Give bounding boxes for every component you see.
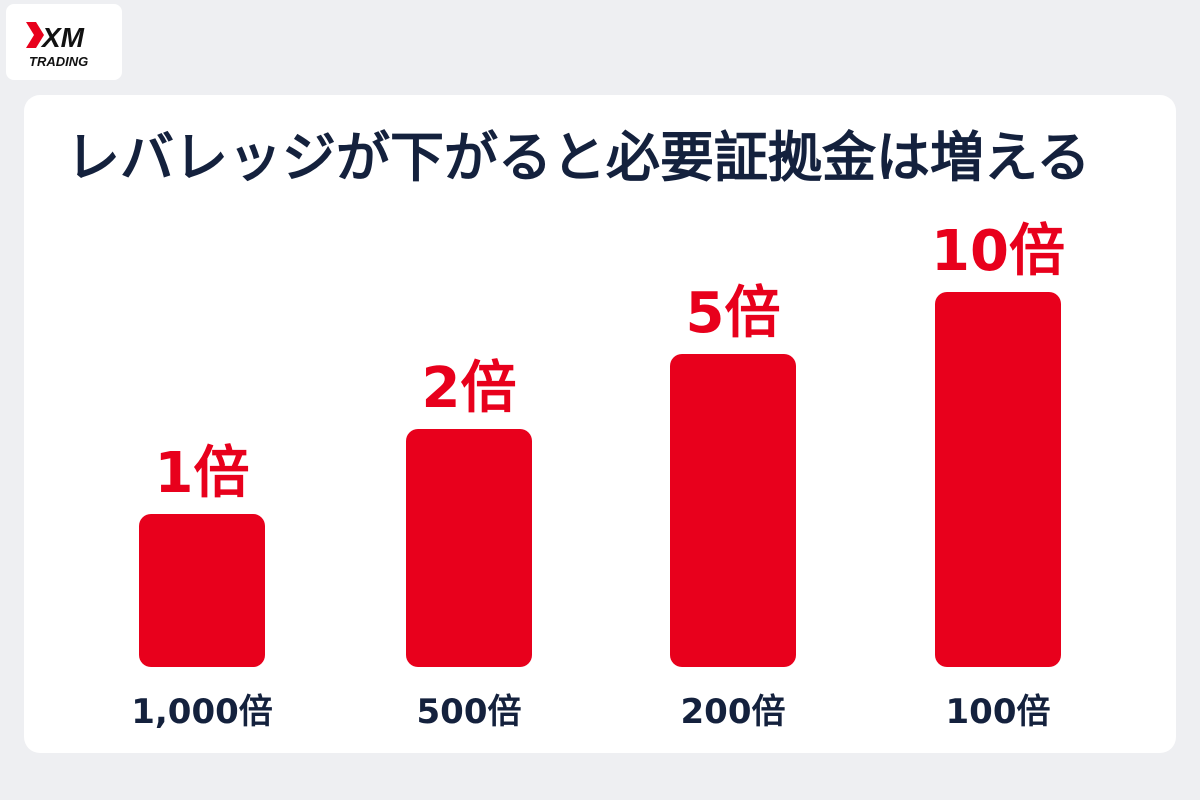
logo-brand-top: XM xyxy=(40,22,85,53)
category-label-1: 1,000倍 xyxy=(131,692,273,732)
category-label-2: 500倍 xyxy=(417,692,522,732)
bar-4 xyxy=(935,292,1061,667)
chart-title: レバレッジが下がると必要証拠金は増える xyxy=(66,126,1091,189)
xm-trading-logo: XM TRADING xyxy=(6,4,122,80)
logo-brand-bottom: TRADING xyxy=(29,54,88,69)
category-label-4: 100倍 xyxy=(946,692,1051,732)
bar-3 xyxy=(670,354,796,667)
bar-value-label-2: 2倍 xyxy=(422,356,517,421)
bar-2 xyxy=(406,429,532,667)
bar-value-label-3: 5倍 xyxy=(686,281,781,346)
bar-value-label-4: 10倍 xyxy=(931,219,1065,284)
bar-value-label-1: 1倍 xyxy=(155,441,250,506)
category-label-3: 200倍 xyxy=(681,692,786,732)
bar-1 xyxy=(139,514,265,667)
xm-logo-mark: XM TRADING xyxy=(26,22,88,69)
logo-red-chevron xyxy=(26,22,44,48)
